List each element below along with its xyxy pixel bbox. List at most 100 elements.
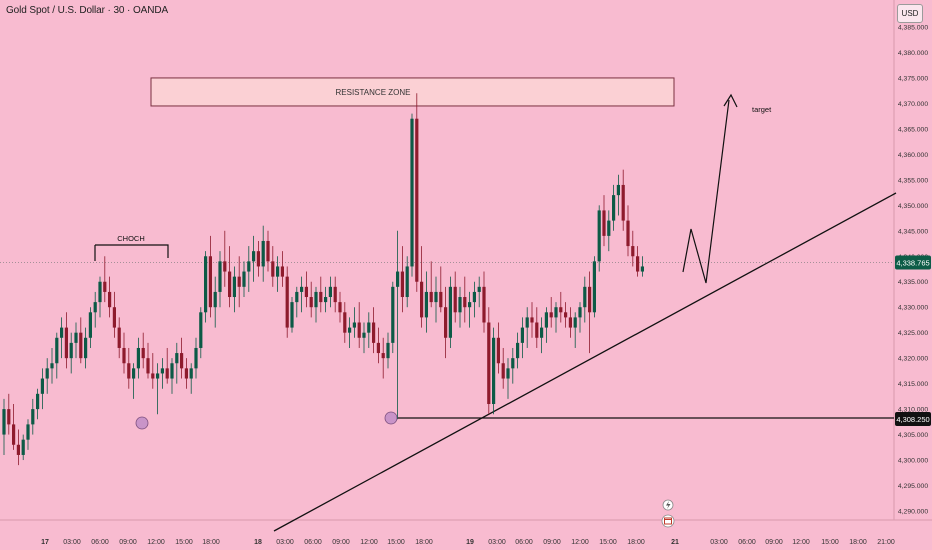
- candle-body[interactable]: [136, 347, 140, 369]
- candle-body[interactable]: [21, 439, 25, 455]
- candle-body[interactable]: [400, 271, 404, 298]
- candle-body[interactable]: [300, 286, 304, 292]
- candle-body[interactable]: [568, 317, 572, 328]
- candle-body[interactable]: [189, 368, 193, 379]
- candle-body[interactable]: [396, 271, 400, 287]
- candle-body[interactable]: [55, 337, 59, 364]
- candle-body[interactable]: [204, 256, 208, 313]
- candle-body[interactable]: [122, 347, 126, 364]
- candle-body[interactable]: [520, 327, 524, 343]
- candle-body[interactable]: [26, 424, 30, 440]
- calendar-event-icon[interactable]: [661, 514, 675, 528]
- candle-body[interactable]: [405, 266, 409, 298]
- candle-body[interactable]: [621, 184, 625, 221]
- candle-body[interactable]: [108, 291, 112, 308]
- candle-body[interactable]: [276, 266, 280, 277]
- candle-body[interactable]: [93, 302, 97, 313]
- candle-body[interactable]: [362, 332, 366, 338]
- candle-body[interactable]: [424, 291, 428, 318]
- candle-body[interactable]: [151, 373, 155, 379]
- candle-body[interactable]: [420, 281, 424, 318]
- candle-body[interactable]: [597, 210, 601, 262]
- candle-body[interactable]: [381, 353, 385, 359]
- candle-body[interactable]: [237, 276, 241, 287]
- low-marker[interactable]: [384, 411, 398, 425]
- candle-body[interactable]: [156, 373, 160, 379]
- candle-body[interactable]: [482, 286, 486, 323]
- candle-body[interactable]: [468, 302, 472, 308]
- candle-body[interactable]: [463, 297, 467, 308]
- candle-body[interactable]: [592, 261, 596, 313]
- candle-body[interactable]: [180, 353, 184, 369]
- candle-body[interactable]: [429, 291, 433, 303]
- candle-body[interactable]: [64, 327, 68, 359]
- candle-body[interactable]: [232, 276, 236, 298]
- candle-body[interactable]: [516, 342, 520, 359]
- candle-body[interactable]: [367, 322, 371, 333]
- candle-body[interactable]: [631, 246, 635, 257]
- candle-body[interactable]: [88, 312, 92, 338]
- candle-body[interactable]: [444, 307, 448, 338]
- candle-body[interactable]: [194, 347, 198, 369]
- candle-body[interactable]: [564, 312, 568, 318]
- candle-body[interactable]: [372, 322, 376, 343]
- candle-body[interactable]: [607, 220, 611, 236]
- candle-body[interactable]: [511, 358, 515, 369]
- candle-body[interactable]: [496, 337, 500, 364]
- candle-body[interactable]: [314, 291, 318, 308]
- candle-body[interactable]: [410, 118, 414, 267]
- candle-body[interactable]: [386, 342, 390, 359]
- candle-body[interactable]: [535, 322, 539, 338]
- candle-body[interactable]: [549, 312, 553, 318]
- candle-body[interactable]: [348, 327, 352, 333]
- candle-body[interactable]: [319, 291, 323, 303]
- candle-body[interactable]: [448, 286, 452, 338]
- candle-body[interactable]: [602, 210, 606, 236]
- candle-body[interactable]: [165, 368, 169, 379]
- candle-body[interactable]: [2, 409, 6, 435]
- candle-body[interactable]: [472, 291, 476, 303]
- candle-body[interactable]: [295, 291, 299, 303]
- candle-body[interactable]: [525, 317, 529, 328]
- candle-body[interactable]: [45, 368, 49, 379]
- candle-body[interactable]: [583, 286, 587, 308]
- candle-body[interactable]: [333, 286, 337, 303]
- candle-body[interactable]: [338, 302, 342, 313]
- candle-body[interactable]: [74, 332, 78, 343]
- candle-body[interactable]: [69, 342, 73, 359]
- candle-body[interactable]: [612, 195, 616, 221]
- ascending-trendline[interactable]: [273, 192, 897, 532]
- candle-body[interactable]: [434, 291, 438, 303]
- candle-body[interactable]: [7, 409, 11, 425]
- candle-body[interactable]: [175, 353, 179, 364]
- candle-body[interactable]: [376, 342, 380, 354]
- candle-body[interactable]: [458, 297, 462, 313]
- candle-body[interactable]: [160, 368, 164, 374]
- candle-body[interactable]: [501, 363, 505, 379]
- candle-body[interactable]: [228, 271, 232, 298]
- candle-body[interactable]: [439, 291, 443, 308]
- candle-body[interactable]: [636, 256, 640, 272]
- candle-body[interactable]: [79, 332, 83, 359]
- candle-body[interactable]: [31, 409, 35, 425]
- candle-body[interactable]: [256, 251, 260, 267]
- candle-body[interactable]: [12, 424, 16, 445]
- candle-body[interactable]: [616, 184, 620, 196]
- candle-body[interactable]: [184, 368, 188, 379]
- candle-body[interactable]: [16, 444, 20, 455]
- candle-body[interactable]: [530, 317, 534, 323]
- candle-body[interactable]: [343, 312, 347, 333]
- candle-body[interactable]: [640, 266, 644, 272]
- candle-body[interactable]: [84, 337, 88, 359]
- candle-body[interactable]: [285, 276, 289, 328]
- candle-body[interactable]: [415, 118, 419, 282]
- candle-body[interactable]: [309, 297, 313, 308]
- candle-body[interactable]: [252, 251, 256, 262]
- candle-body[interactable]: [127, 363, 131, 379]
- candle-body[interactable]: [266, 240, 270, 262]
- candle-body[interactable]: [352, 322, 356, 328]
- currency-button[interactable]: USD: [897, 4, 923, 23]
- candle-body[interactable]: [477, 286, 481, 292]
- candle-body[interactable]: [487, 322, 491, 405]
